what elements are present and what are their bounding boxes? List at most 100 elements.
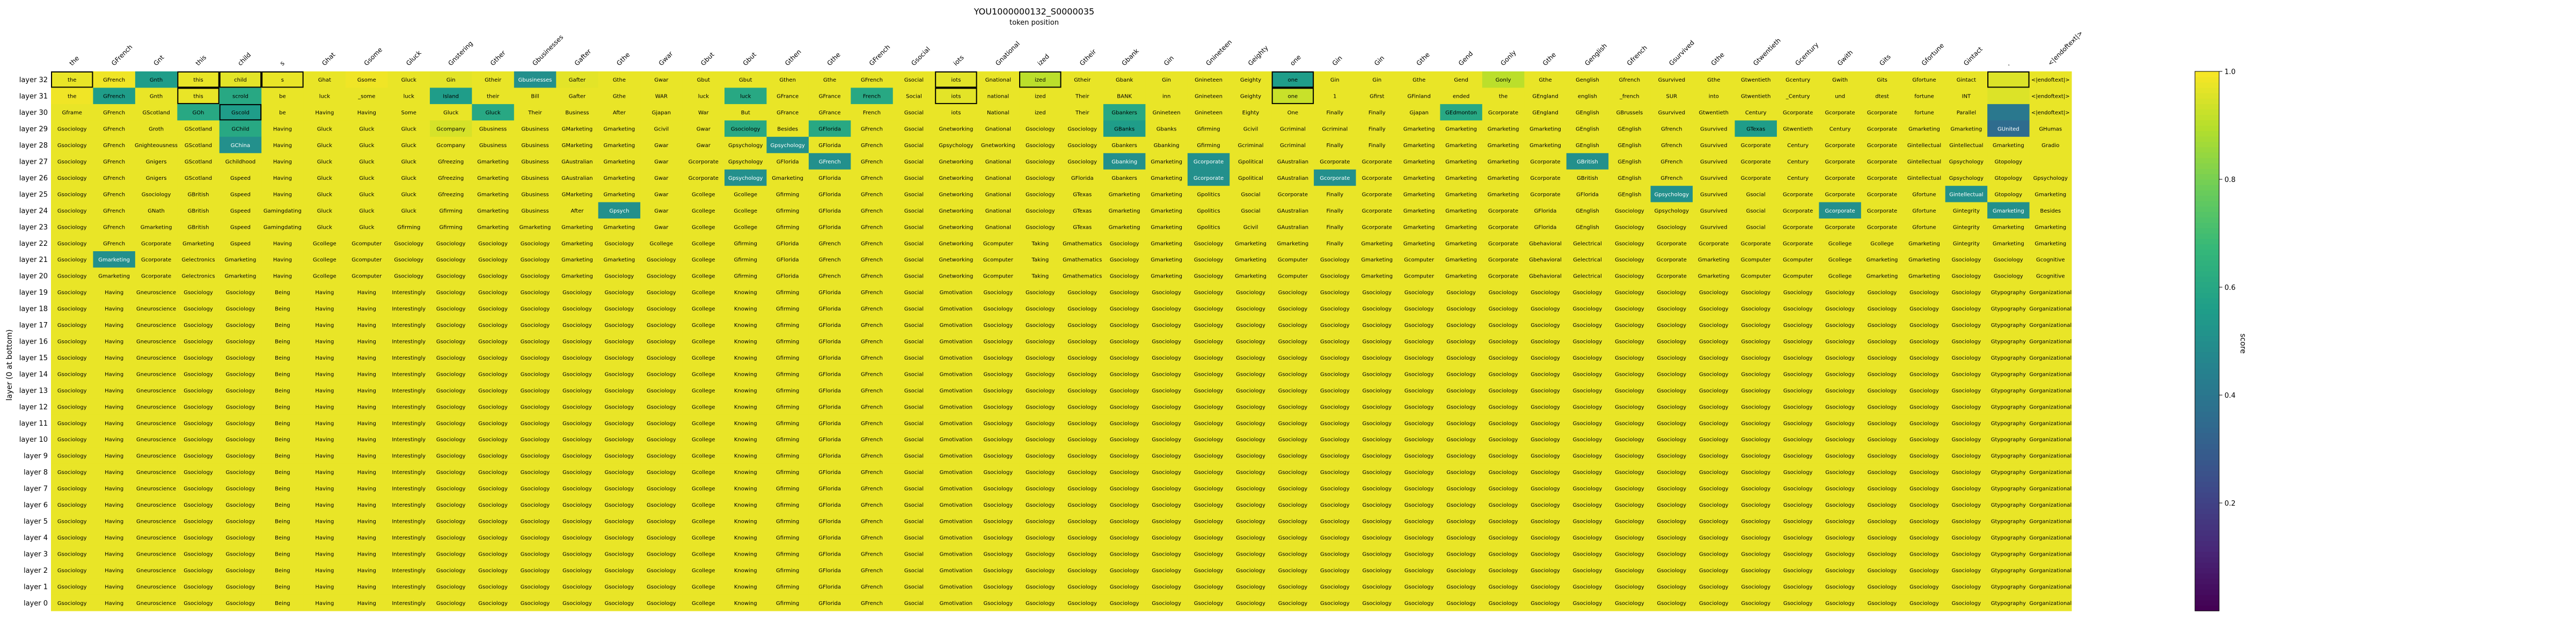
colorbar-step <box>2195 524 2219 530</box>
heatmap-cell <box>1230 382 1272 399</box>
x-tick-label: <|endoftext|> <box>2046 30 2084 68</box>
cell-label: Gsociology <box>1067 355 1097 361</box>
heatmap-cell <box>429 267 472 285</box>
cell-label: Gorganizational <box>2029 601 2072 607</box>
heatmap-cell <box>1103 169 1146 186</box>
heatmap-cell <box>1776 300 1819 317</box>
colorbar-step <box>2195 362 2219 369</box>
cell-label: Gfirming <box>776 437 799 443</box>
heatmap-cell <box>598 136 641 154</box>
heatmap-cell <box>135 218 178 236</box>
cell-label: Gfirming <box>734 241 757 247</box>
cell-label: Gsociology <box>562 339 592 345</box>
cell-label: Besides <box>2040 208 2061 214</box>
x-tick-label: . <box>2004 61 2011 68</box>
heatmap-cell <box>1019 218 1062 236</box>
cell-label: Gsociology <box>605 437 634 443</box>
cell-label: Gwar <box>654 208 669 214</box>
cell-label: Knowing <box>734 421 757 427</box>
heatmap-cell <box>892 316 935 333</box>
cell-label: Gsociology <box>1573 535 1602 541</box>
colorbar-step <box>2195 535 2219 541</box>
cell-label: Gsociology <box>1909 601 1939 607</box>
heatmap-cell <box>177 333 220 350</box>
heatmap-cell <box>1819 333 1862 350</box>
cell-label: Gsociology <box>1194 257 1224 263</box>
cell-label: Gluck <box>317 127 332 133</box>
heatmap-cell <box>1524 87 1567 105</box>
heatmap-cell <box>640 136 683 154</box>
heatmap-cell <box>1566 316 1609 333</box>
cell-label: GFlorida <box>818 388 841 394</box>
heatmap-cell <box>219 316 262 333</box>
heatmap-cell <box>177 186 220 203</box>
colorbar-step <box>2195 541 2219 546</box>
heatmap-cell <box>1440 169 1483 186</box>
heatmap-cell <box>1608 316 1651 333</box>
cell-label: Gsocial <box>904 339 924 345</box>
cell-label: Gsociology <box>1236 601 1265 607</box>
cell-label: ized <box>1035 94 1046 100</box>
cell-label: Gsociology <box>1615 339 1644 345</box>
cell-label: Gsociology <box>226 371 255 377</box>
heatmap-cell <box>1566 382 1609 399</box>
cell-label: Gsociology <box>1699 601 1729 607</box>
heatmap-cell <box>514 283 557 301</box>
cell-label: GEngland <box>1532 110 1558 116</box>
cell-label: Gsociology <box>1909 371 1939 377</box>
heatmap-cell <box>682 366 725 383</box>
heatmap-cell <box>1861 382 1904 399</box>
heatmap-cell <box>261 153 304 170</box>
heatmap-cell <box>261 169 304 186</box>
heatmap-cell <box>261 414 304 432</box>
cell-label: Gcollege <box>734 192 757 198</box>
heatmap-cell <box>177 349 220 366</box>
cell-label: Gsocial <box>904 470 924 476</box>
colorbar-step <box>2195 217 2219 223</box>
cell-label: Gsociology <box>1067 159 1097 165</box>
heatmap-cell <box>1566 104 1609 121</box>
cell-label: Gsociology <box>226 535 255 541</box>
heatmap-cell <box>387 382 430 399</box>
heatmap-cell <box>892 202 935 219</box>
heatmap-cell <box>977 202 1020 219</box>
colorbar-step <box>2195 503 2219 509</box>
cell-label: Gsociology <box>436 551 466 557</box>
heatmap-cell <box>177 283 220 301</box>
cell-label: Gtypography <box>1991 323 2026 329</box>
cell-label: Gluck <box>359 176 374 181</box>
heatmap-cell <box>1819 251 1862 268</box>
heatmap-cell <box>1903 169 1946 186</box>
heatmap-cell <box>1398 104 1440 121</box>
heatmap-cell <box>1145 283 1188 301</box>
heatmap-cell <box>261 349 304 366</box>
heatmap-cell <box>51 283 93 301</box>
cell-label: Gbankers <box>1111 110 1137 116</box>
cell-label: Gsociology <box>647 601 676 607</box>
cell-label: GFrench <box>103 192 125 198</box>
cell-label: Gsociology <box>1194 454 1224 459</box>
cell-label: Gsociology <box>57 323 87 329</box>
colorbar-step <box>2195 519 2219 525</box>
heatmap-cell <box>1398 414 1440 432</box>
heatmap-cell <box>1440 186 1483 203</box>
cell-label: Gmotivation <box>940 502 973 508</box>
cell-label: Gfirming <box>776 551 799 557</box>
cell-label: Gneuroscience <box>136 404 176 410</box>
heatmap-cell <box>1566 235 1609 252</box>
cell-label: scrold <box>232 94 248 100</box>
heatmap-cell <box>1735 186 1777 203</box>
heatmap-cell <box>2029 120 2072 137</box>
cell-label: Gsociology <box>1994 274 2023 280</box>
heatmap-cell <box>556 251 599 268</box>
chart-title: YOU1000000132_S0000035 <box>974 6 1094 17</box>
cell-label: Gsociology <box>57 241 87 247</box>
cell-label: Gsociology <box>1110 601 1139 607</box>
heatmap-cell <box>724 202 767 219</box>
cell-label: Gmathematics <box>1063 274 1102 280</box>
cell-label: Gsociology <box>521 339 550 345</box>
cell-label: GFrench <box>103 241 125 247</box>
cell-label: GFrench <box>861 454 883 459</box>
heatmap-cell <box>892 169 935 186</box>
cell-label: Gsocial <box>904 584 924 590</box>
